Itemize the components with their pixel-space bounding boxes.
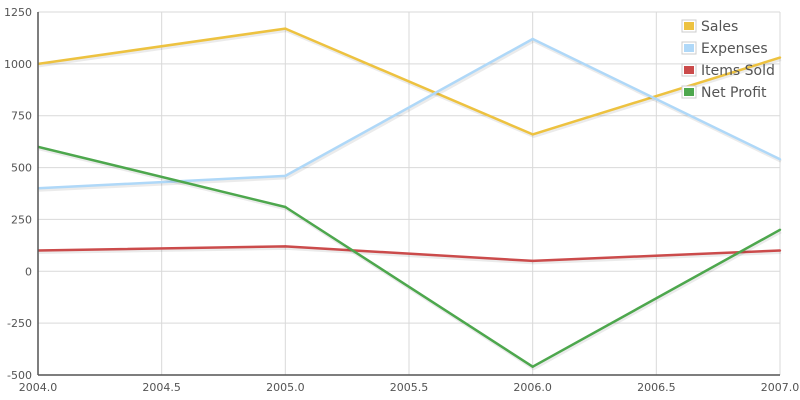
- series-shadow: [38, 246, 782, 265]
- tick-labels: 2004.0 2004.5 2005.0 2005.5 2006.0 2006.5 2007…: [4, 6, 799, 394]
- grid-lines: [37, 11, 781, 376]
- x-tick-label: 2005.5: [390, 381, 429, 394]
- data-point: [284, 174, 287, 178]
- data-point: [284, 205, 287, 209]
- series-layer: [38, 27, 782, 371]
- legend-label: Net Profit: [701, 85, 767, 101]
- data-point: [284, 245, 287, 248]
- legend-label: Expenses: [701, 41, 768, 57]
- series-shadow: [38, 39, 782, 192]
- legend-swatch: [684, 22, 694, 30]
- data-point: [778, 228, 782, 231]
- legend-label: Sales: [701, 19, 738, 35]
- data-point: [778, 158, 782, 161]
- legend-label: Items Sold: [701, 63, 775, 79]
- series-line-net-profit: [38, 145, 781, 368]
- y-tick-label: 0: [25, 265, 32, 278]
- x-tick-label: 2007.0: [761, 381, 800, 394]
- data-point: [778, 56, 782, 59]
- series-shadow: [38, 29, 782, 138]
- data-point: [778, 249, 782, 252]
- y-tick-label: -250: [7, 317, 32, 330]
- data-point: [531, 37, 534, 41]
- legend: Sales Expenses Items Sold Net Profit: [681, 19, 775, 101]
- y-tick-label: 1250: [4, 6, 32, 19]
- series-line-sales: [38, 27, 781, 136]
- x-tick-label: 2006.5: [637, 381, 676, 394]
- series-line-expenses: [38, 37, 781, 190]
- data-point: [531, 133, 534, 136]
- x-tick-label: 2004.5: [142, 381, 181, 394]
- axes: [37, 12, 780, 376]
- legend-swatch: [684, 66, 694, 74]
- y-tick-label: 1000: [4, 58, 32, 71]
- y-tick-label: 250: [11, 213, 32, 226]
- x-tick-label: 2006.0: [513, 381, 552, 394]
- legend-swatch: [684, 88, 694, 96]
- x-tick-label: 2005.0: [266, 381, 305, 394]
- y-tick-label: -500: [7, 369, 32, 382]
- y-tick-label: 750: [11, 110, 32, 123]
- data-point: [531, 259, 534, 263]
- x-tick-label: 2004.0: [19, 381, 58, 394]
- data-point: [531, 365, 534, 368]
- data-point: [284, 27, 287, 30]
- y-tick-label: 500: [11, 162, 32, 175]
- legend-swatch: [684, 44, 694, 52]
- series-line-items-sold: [38, 245, 781, 263]
